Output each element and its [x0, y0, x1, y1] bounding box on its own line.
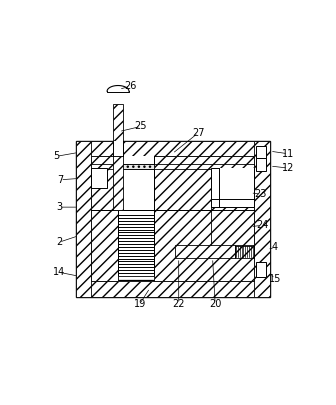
Bar: [235, 245, 254, 258]
Bar: [256, 158, 266, 171]
Bar: [113, 141, 123, 156]
Text: 14: 14: [53, 267, 65, 277]
Text: 2: 2: [56, 237, 62, 247]
Text: 3: 3: [56, 202, 62, 212]
Bar: [76, 281, 270, 297]
Bar: [91, 168, 107, 188]
Bar: [91, 210, 118, 281]
Bar: [118, 164, 154, 169]
Text: 5: 5: [53, 151, 59, 161]
Text: 7: 7: [57, 175, 64, 185]
Bar: [254, 141, 270, 297]
Text: 11: 11: [282, 149, 294, 159]
Text: 25: 25: [135, 122, 147, 131]
Polygon shape: [107, 85, 129, 91]
Bar: [211, 207, 254, 246]
Text: 20: 20: [209, 299, 221, 309]
Bar: [113, 156, 123, 210]
Text: 27: 27: [192, 128, 205, 138]
Bar: [256, 146, 266, 158]
Text: 19: 19: [133, 299, 146, 309]
Bar: [154, 210, 254, 281]
Bar: [91, 210, 118, 281]
Bar: [118, 210, 154, 281]
Text: 22: 22: [172, 299, 185, 309]
Bar: [175, 245, 235, 258]
Text: 12: 12: [282, 163, 294, 173]
Text: 24: 24: [256, 220, 268, 230]
Text: 23: 23: [255, 189, 267, 199]
Bar: [76, 141, 270, 156]
Bar: [154, 156, 254, 210]
Bar: [113, 104, 123, 156]
Bar: [211, 168, 254, 207]
Text: 4: 4: [272, 243, 278, 252]
Bar: [91, 156, 118, 210]
Bar: [118, 276, 154, 281]
Bar: [76, 141, 270, 297]
Bar: [76, 141, 91, 297]
Text: 15: 15: [269, 274, 281, 284]
Text: 26: 26: [124, 81, 137, 91]
Bar: [118, 156, 154, 210]
Bar: [256, 262, 266, 277]
Bar: [219, 168, 254, 199]
